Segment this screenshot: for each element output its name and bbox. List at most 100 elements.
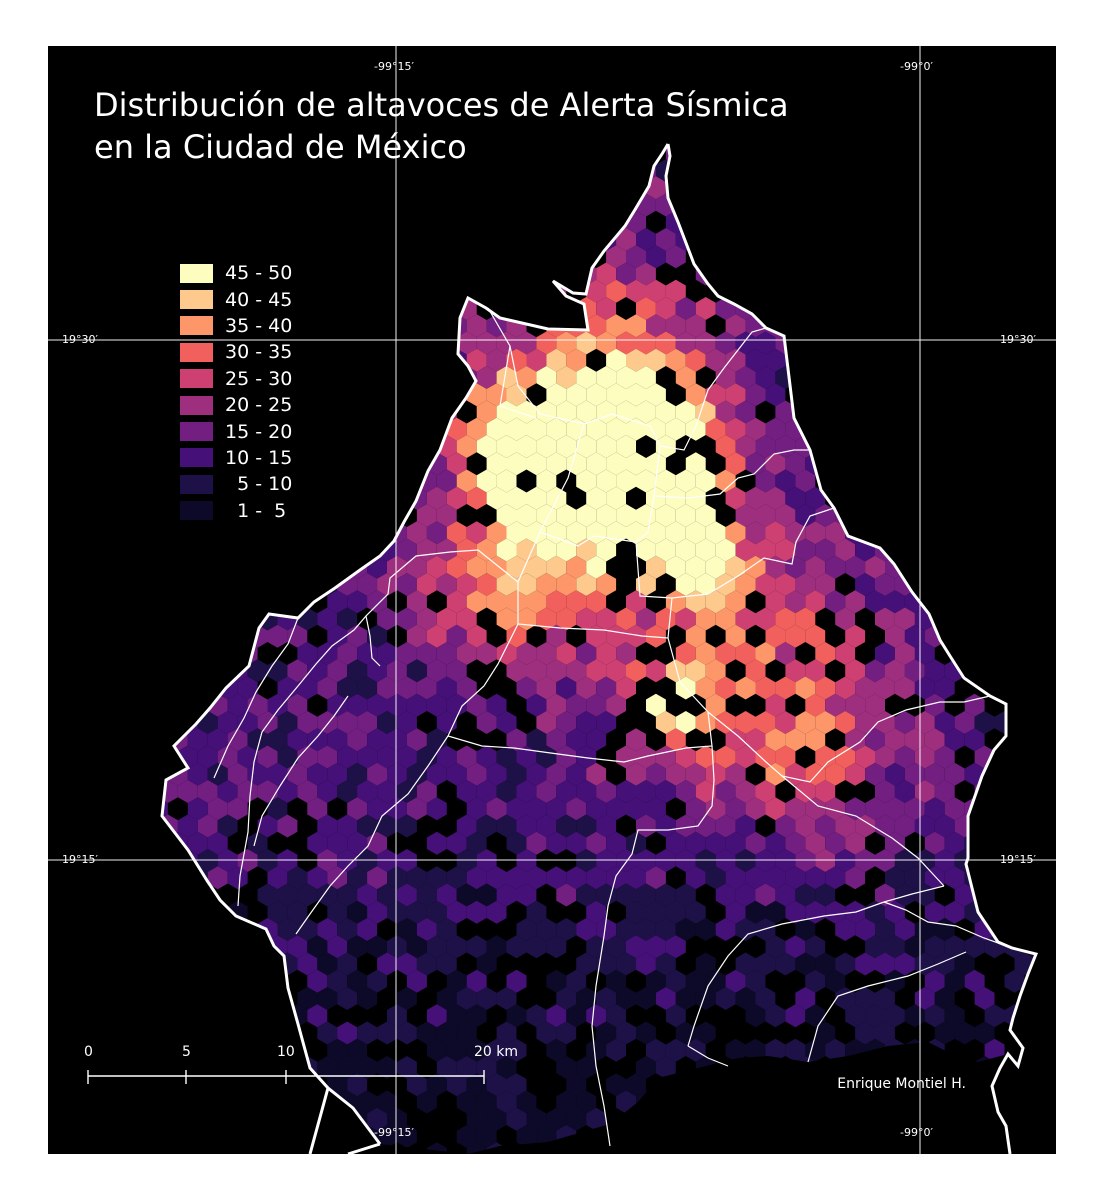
hex-cell: [904, 417, 925, 441]
hex-cell: [894, 366, 915, 389]
hex-cell: [596, 435, 617, 458]
hex-cell: [775, 469, 796, 493]
hex-cell: [436, 952, 457, 976]
hex-cell: [715, 538, 736, 562]
scale-bar: [87, 1070, 485, 1084]
hex-cell: [865, 728, 885, 752]
hex-cell: [616, 883, 636, 907]
hex-cell: [1014, 469, 1035, 493]
hex-cell: [367, 521, 387, 545]
hex-cell: [865, 314, 885, 338]
hex-cell: [367, 590, 387, 614]
hex-cell: [934, 366, 955, 389]
hex-cell: [1024, 348, 1036, 372]
hex-cell: [815, 400, 836, 424]
hex-cell: [835, 400, 856, 424]
hex-cell: [825, 1038, 846, 1062]
hex-cell: [516, 814, 537, 838]
hex-cell: [397, 918, 417, 941]
legend-swatch: [180, 290, 213, 310]
hex-cell: [247, 1038, 268, 1062]
hex-cell: [367, 624, 387, 648]
hex-cell: [875, 193, 895, 217]
hex-cell: [307, 728, 328, 752]
hex-cell: [596, 262, 617, 286]
hex-cell: [805, 486, 826, 510]
hex-cell: [705, 1142, 726, 1154]
hex-cell: [924, 452, 945, 476]
hex-cell: [755, 366, 776, 389]
hex-cell: [426, 245, 447, 269]
hex-cell: [287, 728, 308, 752]
hex-cell: [785, 866, 806, 890]
hex-cell: [247, 176, 268, 200]
hex-cell: [715, 711, 736, 734]
author-credit: Enrique Montiel H.: [837, 1076, 966, 1092]
hex-cell: [964, 210, 985, 234]
hex-cell: [636, 1021, 656, 1045]
hex-cell: [307, 314, 328, 338]
hex-cell: [307, 417, 328, 441]
hex-cell: [616, 1021, 636, 1045]
hex-cell: [476, 331, 497, 355]
hex-cell: [446, 831, 467, 855]
hex-cell: [765, 1142, 786, 1154]
hex-cell: [317, 435, 338, 458]
hex-cell: [247, 521, 268, 545]
hex-cell: [755, 952, 776, 976]
hex-cell: [476, 573, 497, 596]
hex-cell: [556, 331, 577, 355]
hex-cell: [695, 504, 716, 527]
hex-cell: [566, 866, 587, 890]
hex-cell: [1034, 952, 1036, 976]
hex-cell: [162, 1004, 168, 1028]
hex-cell: [506, 383, 527, 407]
hex-cell: [825, 1107, 846, 1131]
hex-cell: [894, 159, 915, 182]
hex-cell: [685, 659, 706, 683]
hex-cell: [486, 452, 507, 476]
hex-cell: [406, 590, 427, 614]
hex-cell: [536, 814, 557, 838]
hex-cell: [277, 814, 298, 838]
hex-cell: [377, 1021, 397, 1045]
boundary-tlalpan: [295, 735, 449, 935]
hex-cell: [695, 1021, 716, 1045]
hex-cell: [476, 987, 497, 1010]
hex-cell: [406, 797, 427, 821]
hex-cell: [546, 935, 567, 959]
hex-cell: [924, 900, 945, 924]
hex-cell: [347, 728, 368, 752]
hex-cell: [506, 417, 527, 441]
hex-cell: [606, 797, 626, 821]
hex-cell: [347, 210, 368, 234]
hex-cell: [446, 624, 467, 648]
hex-cell: [894, 400, 915, 424]
hex-cell: [406, 762, 427, 786]
hex-cell: [825, 693, 846, 717]
hex-cell: [446, 1038, 467, 1062]
hex-cell: [187, 176, 208, 200]
hex-cell: [795, 400, 816, 424]
hex-cell: [486, 521, 507, 545]
hex-cell: [446, 1073, 467, 1097]
hex-cell: [875, 918, 895, 941]
hex-cell: [855, 1090, 875, 1114]
hex-cell: [825, 866, 846, 890]
hex-cell: [964, 935, 985, 959]
hex-cell: [162, 504, 178, 527]
hex-cell: [287, 1107, 308, 1131]
hex-cell: [675, 297, 696, 320]
hex-cell: [526, 348, 547, 372]
hex-cell: [675, 366, 696, 389]
hex-cell: [496, 366, 517, 389]
hex-cell: [327, 728, 348, 752]
hex-cell: [745, 969, 766, 993]
hex-cell: [924, 1004, 945, 1028]
hex-cell: [815, 1125, 836, 1148]
hex-cell: [377, 952, 397, 976]
hex-cell: [387, 1107, 407, 1131]
hex-cell: [825, 521, 846, 545]
hex-cell: [655, 538, 676, 562]
hex-cell: [994, 469, 1015, 493]
